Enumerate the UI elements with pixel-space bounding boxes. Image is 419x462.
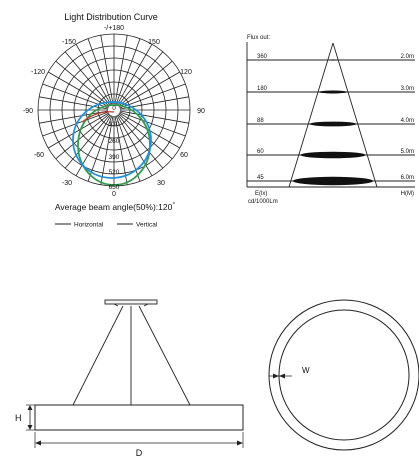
- light-spot: [318, 90, 348, 94]
- flux-distance-label: 4.0m: [401, 118, 414, 124]
- flux-footer-left: E(lx): [255, 191, 267, 197]
- radial-label-520: 520: [109, 169, 120, 176]
- diameter-label: D: [136, 448, 143, 458]
- flux-footer-right: H(M): [401, 191, 414, 197]
- polar-spoke: [117, 114, 164, 169]
- beam-cone-right: [332, 42, 378, 188]
- suspension-cable-left: [72, 305, 124, 406]
- radial-label-390: 390: [109, 154, 120, 161]
- ring-outer: [268, 299, 419, 451]
- curve-accent: [81, 111, 115, 123]
- polar-spoke: [47, 112, 110, 149]
- curve-vertical: [72, 101, 152, 179]
- polar-spoke: [117, 51, 164, 106]
- angle-label-60: 60: [180, 152, 188, 159]
- flux-distance-label: 6.0m: [401, 175, 414, 181]
- polar-spoke: [119, 111, 186, 137]
- angle-label-90: 90: [197, 108, 205, 115]
- polar-spoke: [64, 114, 111, 169]
- ring-inner: [278, 309, 410, 441]
- legend-horizontal: Horizontal: [74, 222, 104, 229]
- polar-spoke: [75, 43, 112, 106]
- polar-spoke: [100, 35, 114, 105]
- ceiling-canopy: [104, 299, 158, 305]
- polar-spoke: [47, 71, 110, 108]
- light-spot: [292, 176, 374, 186]
- angle-label-180: -/+180: [104, 25, 124, 32]
- polar-spoke: [116, 43, 153, 106]
- angle-label-120: 120: [180, 69, 192, 76]
- height-dimension: [26, 404, 35, 431]
- flux-unit: cd/1000Lm: [248, 199, 278, 205]
- flux-chart: Flux out: 360 2.0m 180 3.0m 88 4.0m 60 5.0m 45 6.…: [246, 35, 415, 205]
- ring-top-view: [268, 299, 419, 451]
- polar-spoke: [118, 60, 173, 107]
- flux-distance-label: 2.0m: [401, 54, 414, 60]
- flux-cd-label: 360: [257, 54, 268, 60]
- polar-radial-labels: 0 130 260 390 520 650: [109, 105, 120, 191]
- polar-spoke: [119, 83, 186, 109]
- polar-angle-labels: -/+180 150 -150 -120 120 -90 90 -60 60 -…: [23, 25, 205, 198]
- radial-label-0: 0: [112, 105, 116, 112]
- light-spot: [300, 151, 366, 159]
- polar-spoke: [75, 114, 112, 177]
- diameter-dimension: [34, 432, 244, 448]
- legend-vertical: Vertical: [136, 222, 158, 229]
- polar-spoke: [42, 111, 109, 137]
- flux-distance-label: 5.0m: [401, 149, 414, 155]
- polar-spoke: [116, 114, 153, 177]
- radial-label-130: 130: [109, 121, 120, 128]
- angle-label-neg90: -90: [23, 108, 33, 115]
- polar-spoke: [118, 71, 181, 108]
- pendant-side-view: [34, 299, 244, 431]
- polar-spoke: [115, 38, 141, 105]
- polar-spoke: [39, 96, 109, 110]
- polar-grid: [37, 33, 191, 187]
- flux-distance-label: 3.0m: [401, 86, 414, 92]
- polar-spoke: [55, 113, 110, 160]
- polar-spoke: [100, 115, 114, 185]
- polar-spoke: [114, 35, 128, 105]
- angle-label-neg60: -60: [34, 152, 44, 159]
- polar-title: Light Distribution Curve: [64, 12, 158, 22]
- width-label: W: [302, 366, 310, 375]
- angle-label-150: 150: [148, 39, 160, 46]
- angle-label-neg30: -30: [62, 180, 72, 187]
- polar-spoke: [87, 115, 113, 182]
- polar-spoke: [87, 38, 113, 105]
- radial-label-260: 260: [109, 138, 120, 145]
- polar-spoke: [118, 113, 173, 160]
- polar-spoke: [119, 110, 189, 124]
- flux-cd-label: 88: [257, 118, 264, 124]
- beam-angle-text: Average beam angle(50%):120°: [55, 201, 176, 212]
- light-spot: [309, 121, 357, 127]
- polar-legend: Horizontal Vertical: [55, 222, 158, 229]
- angle-label-neg150: -150: [62, 39, 76, 46]
- height-label: H: [15, 413, 22, 423]
- flux-cd-label: 60: [257, 149, 264, 155]
- angle-label-neg120: -120: [31, 69, 45, 76]
- suspension-cable-right: [138, 305, 191, 406]
- polar-spoke: [55, 60, 110, 107]
- width-dimension: [269, 373, 292, 379]
- flux-cd-label: 45: [257, 175, 264, 181]
- pendant-body: [34, 404, 244, 431]
- polar-spoke: [39, 110, 109, 124]
- polar-spoke: [114, 115, 128, 185]
- angle-label-30: 30: [157, 180, 165, 187]
- flux-title: Flux out:: [247, 35, 270, 41]
- light-spot: [328, 59, 338, 61]
- polar-spoke: [64, 51, 111, 106]
- beam-cone-left: [288, 42, 334, 188]
- flux-cd-label: 180: [257, 86, 268, 92]
- radial-label-650: 650: [109, 184, 120, 191]
- angle-label-0: 0: [112, 191, 116, 198]
